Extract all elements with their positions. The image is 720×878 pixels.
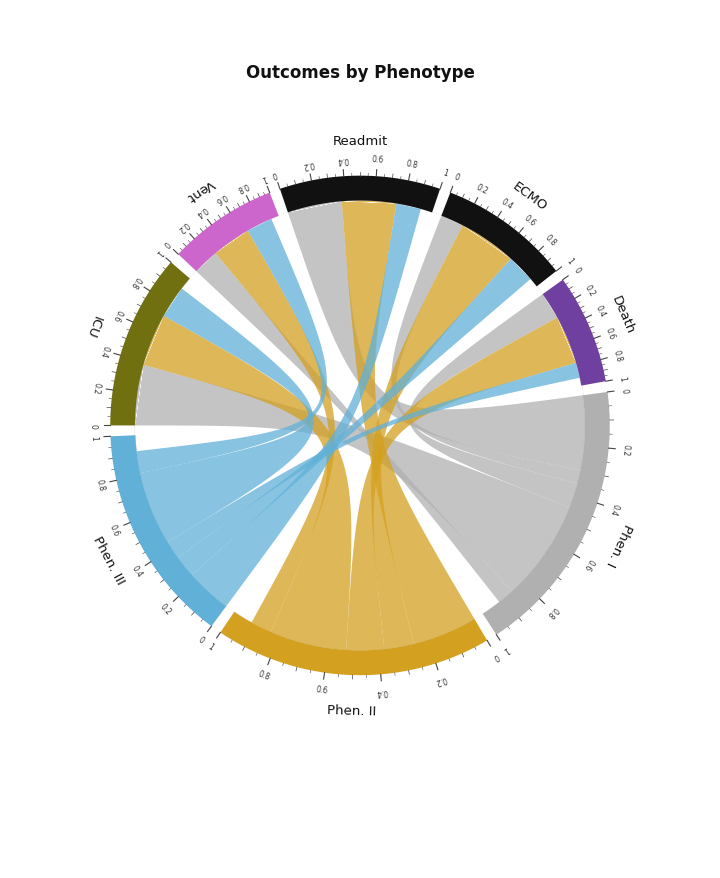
Circle shape bbox=[135, 201, 585, 651]
Polygon shape bbox=[507, 255, 581, 386]
Text: 0.8: 0.8 bbox=[544, 233, 558, 248]
Text: 0.8: 0.8 bbox=[128, 275, 143, 290]
Circle shape bbox=[135, 201, 585, 651]
Polygon shape bbox=[135, 217, 585, 651]
Polygon shape bbox=[234, 612, 474, 651]
Polygon shape bbox=[220, 612, 487, 675]
Text: 0.2: 0.2 bbox=[158, 601, 174, 616]
Polygon shape bbox=[135, 255, 585, 651]
Text: 0.4: 0.4 bbox=[376, 687, 389, 696]
Polygon shape bbox=[196, 216, 279, 272]
Text: 0.6: 0.6 bbox=[111, 308, 124, 323]
Text: 0.6: 0.6 bbox=[582, 556, 595, 571]
Polygon shape bbox=[482, 396, 585, 615]
Text: Death: Death bbox=[608, 294, 636, 336]
Text: ECMO: ECMO bbox=[510, 180, 549, 214]
Polygon shape bbox=[483, 392, 610, 635]
Circle shape bbox=[135, 201, 585, 651]
Polygon shape bbox=[483, 255, 585, 614]
Text: ICU: ICU bbox=[83, 313, 103, 340]
Polygon shape bbox=[409, 295, 577, 507]
Text: 0.6: 0.6 bbox=[603, 326, 616, 341]
Text: 0.4: 0.4 bbox=[500, 197, 515, 211]
Polygon shape bbox=[178, 259, 531, 575]
Text: 0.8: 0.8 bbox=[544, 603, 559, 618]
Polygon shape bbox=[197, 254, 512, 602]
Text: 1: 1 bbox=[89, 435, 98, 440]
Text: 0.6: 0.6 bbox=[371, 155, 384, 165]
Text: 0.4: 0.4 bbox=[336, 155, 349, 165]
Text: 0: 0 bbox=[271, 169, 278, 178]
Polygon shape bbox=[371, 227, 511, 649]
Text: 1: 1 bbox=[153, 247, 163, 256]
Text: 0.8: 0.8 bbox=[611, 349, 624, 363]
Text: 1: 1 bbox=[207, 642, 215, 651]
Text: 0.8: 0.8 bbox=[405, 159, 418, 170]
Text: 0: 0 bbox=[620, 387, 629, 393]
Polygon shape bbox=[135, 435, 226, 607]
Text: 1: 1 bbox=[501, 644, 510, 654]
Text: 0.2: 0.2 bbox=[176, 220, 190, 234]
Text: 0: 0 bbox=[89, 423, 98, 428]
Polygon shape bbox=[110, 435, 226, 627]
Polygon shape bbox=[342, 201, 474, 644]
Text: 0.2: 0.2 bbox=[91, 382, 102, 395]
Polygon shape bbox=[234, 255, 585, 651]
Polygon shape bbox=[143, 316, 351, 651]
Polygon shape bbox=[288, 202, 585, 471]
Text: 0.6: 0.6 bbox=[214, 191, 228, 205]
Text: Vent: Vent bbox=[184, 176, 217, 204]
Polygon shape bbox=[441, 216, 537, 287]
Text: 1: 1 bbox=[618, 376, 627, 382]
Polygon shape bbox=[441, 193, 557, 287]
Text: 0: 0 bbox=[453, 172, 460, 183]
Text: 1: 1 bbox=[442, 169, 449, 178]
Polygon shape bbox=[192, 205, 421, 607]
Text: Phen. II: Phen. II bbox=[327, 703, 377, 718]
Text: 0.6: 0.6 bbox=[522, 213, 537, 227]
Text: 0.4: 0.4 bbox=[194, 205, 209, 219]
Polygon shape bbox=[391, 217, 580, 484]
Text: 1: 1 bbox=[564, 256, 575, 266]
Polygon shape bbox=[288, 201, 432, 213]
Title: Outcomes by Phenotype: Outcomes by Phenotype bbox=[246, 64, 474, 82]
Text: 0: 0 bbox=[161, 238, 171, 248]
Text: 0.4: 0.4 bbox=[594, 304, 608, 319]
Text: 0.8: 0.8 bbox=[94, 478, 106, 492]
Text: 0.6: 0.6 bbox=[108, 522, 121, 537]
Text: Phen. III: Phen. III bbox=[90, 533, 127, 586]
Polygon shape bbox=[135, 279, 190, 426]
Text: 0.8: 0.8 bbox=[257, 668, 271, 681]
Text: Phen. I: Phen. I bbox=[604, 522, 634, 568]
Text: 0.6: 0.6 bbox=[315, 684, 329, 695]
Polygon shape bbox=[140, 289, 314, 543]
Text: 0.2: 0.2 bbox=[621, 443, 631, 457]
Polygon shape bbox=[507, 255, 536, 287]
Polygon shape bbox=[168, 363, 580, 558]
Polygon shape bbox=[215, 231, 335, 632]
Polygon shape bbox=[542, 295, 582, 386]
Text: 0: 0 bbox=[491, 651, 500, 660]
Text: 0.4: 0.4 bbox=[98, 344, 110, 358]
Polygon shape bbox=[135, 255, 585, 651]
Text: 0.2: 0.2 bbox=[434, 673, 448, 686]
Text: 0.4: 0.4 bbox=[608, 501, 620, 516]
Polygon shape bbox=[179, 193, 279, 272]
Polygon shape bbox=[280, 176, 440, 213]
Polygon shape bbox=[432, 213, 507, 255]
Text: 0.4: 0.4 bbox=[130, 564, 143, 579]
Text: 0.2: 0.2 bbox=[582, 283, 597, 298]
Text: 0.8: 0.8 bbox=[235, 180, 249, 194]
Polygon shape bbox=[135, 365, 570, 592]
Text: 1: 1 bbox=[260, 172, 267, 183]
Text: 0: 0 bbox=[197, 635, 206, 645]
Text: 0.2: 0.2 bbox=[302, 159, 315, 170]
Polygon shape bbox=[137, 220, 327, 473]
Polygon shape bbox=[110, 263, 190, 426]
Text: 0: 0 bbox=[572, 266, 582, 275]
Polygon shape bbox=[543, 280, 606, 386]
Text: 0.2: 0.2 bbox=[475, 183, 490, 196]
Text: Readmit: Readmit bbox=[333, 134, 387, 148]
Polygon shape bbox=[346, 318, 576, 651]
